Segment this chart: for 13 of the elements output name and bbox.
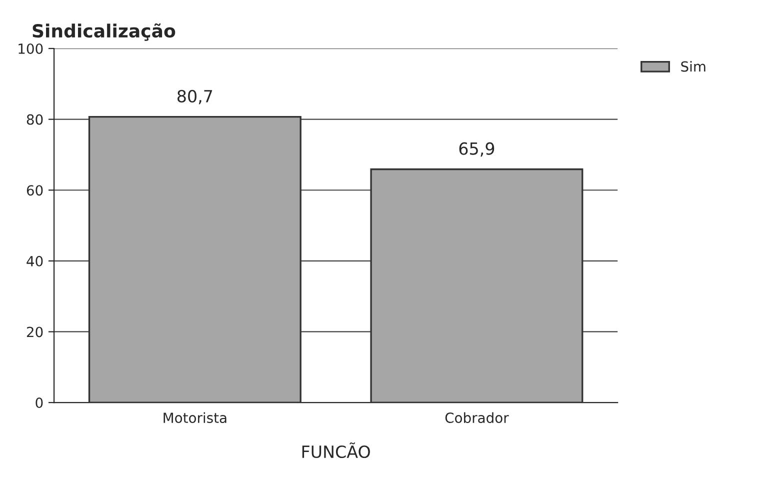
x-axis-title: FUNCÃO [302,442,370,458]
y-tick-label: 80 [26,114,43,125]
x-tick-label: Cobrador [445,412,509,424]
y-tick-label: 20 [26,326,43,338]
data-label: 65,9 [459,142,494,157]
legend-label: Sim [681,61,706,72]
chart-title: Sindicalização [32,23,176,41]
y-tick-label: 100 [18,43,43,54]
y-tick-label: 0 [36,398,43,408]
y-tick-label: 60 [26,185,43,196]
y-tick-label: 40 [26,256,43,266]
x-tick-label: Motorista [164,412,226,424]
data-label: 80,7 [178,90,212,104]
